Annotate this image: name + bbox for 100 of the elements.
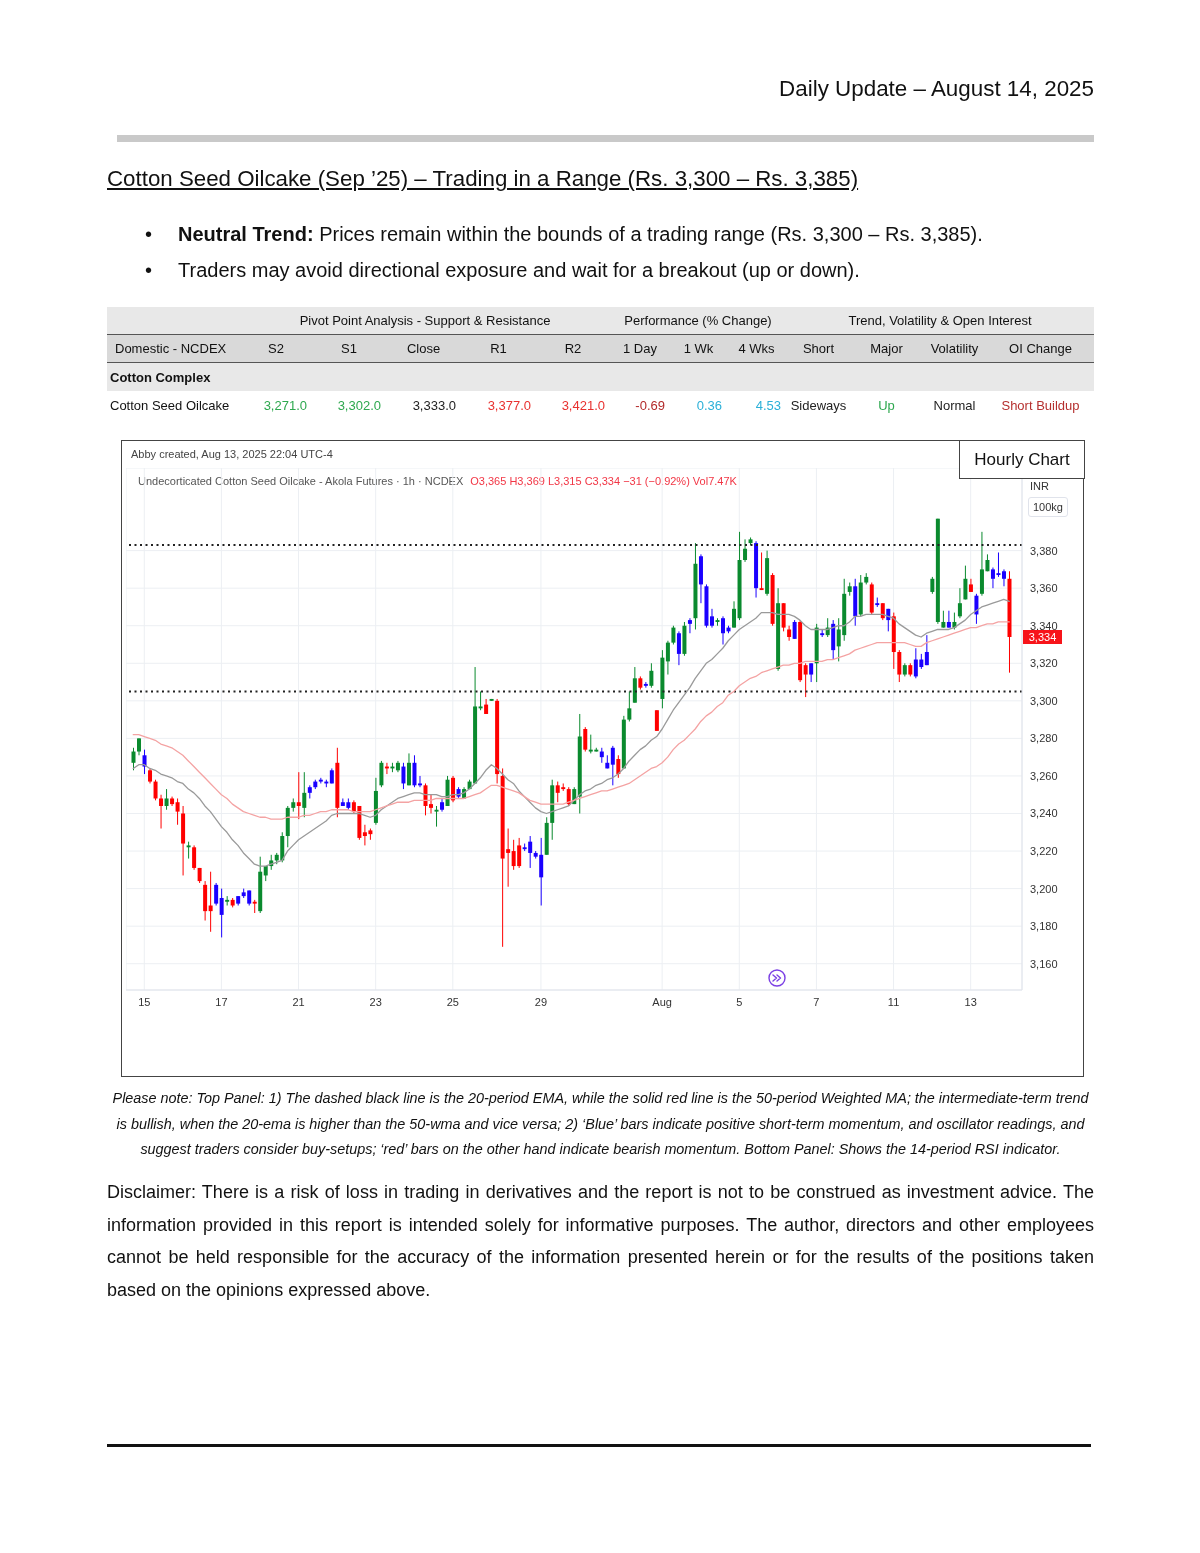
category-label: 1 Wk [683,341,714,356]
text: Abby created, Aug 13, 2025 22:04 UTC-4 [131,448,333,460]
candlestick [654,709,659,732]
candlestick [214,882,219,906]
category-label: Close [406,341,441,356]
text: Sideways [790,397,847,413]
y-tick-label: 3,380 [1030,544,1058,557]
candlestick [897,649,902,683]
candlestick [406,752,411,786]
candlestick [401,762,406,790]
candlestick [963,565,968,600]
x-tick-label: 21 [292,995,305,1008]
category-label: Volatility [930,341,979,356]
candlestick [131,747,136,771]
candlestick [610,745,615,786]
candlestick [709,608,714,629]
category-label: S1 [341,341,357,356]
text: Performance (% Change) [624,313,772,328]
candlestick [792,619,797,640]
text: Normal [933,397,976,413]
candlestick [379,760,384,788]
text: Disclaimer: There is a risk of loss in trading in derivatives and the report is not to be construed as investment advice. The information provided in this report is intended solely for informative purposes. The author, directors and other employees cannot be held responsible for the accuracy of the information presented herein or for the results of the positions taken based on the opinions expressed above. [107,1182,1094,1301]
candlestick [142,749,147,775]
y-tick-label: 3,240 [1030,807,1058,820]
x-tick-label: 7 [813,995,820,1008]
text: Daily Update – August 14, 2025 [779,76,1094,101]
text: Undecorticated Cotton Seed Oilcake - Akola Futures · 1h · NCDEX [138,475,464,487]
text: -0.69 [635,397,665,413]
candlestick [302,771,307,818]
candlestick [566,786,571,807]
candlestick [175,797,180,826]
candlestick [687,617,692,634]
text: Trend, Volatility & Open Interest [848,313,1032,328]
annotation: O3,365 H3,369 L3,315 C3,334 −31 (−0.92%) Vol7.47K [470,475,737,487]
y-tick-label: 3,340 [1030,619,1058,632]
x-tick-label: 5 [736,995,743,1008]
candlestick [732,600,737,629]
text: Up [878,397,895,413]
category-label: 4 Wks [738,341,775,356]
candlestick [423,782,428,816]
y-tick-label: 3,260 [1030,769,1058,782]
x-tick-label: Aug [652,995,672,1008]
candlestick [1001,568,1006,587]
candlestick [616,754,621,779]
candlestick [412,754,417,788]
candlestick [434,805,439,828]
candlestick [946,610,951,629]
text: • Traders may avoid directional exposure and wait for a breakout (up or down). [145,259,860,281]
category-label: Cotton Seed Oilcake [110,397,230,413]
text: 3,333.0 [412,397,456,413]
candlestick [665,640,670,676]
y-tick-label: 3,180 [1030,920,1058,933]
candlestick [759,552,764,591]
text: 3,421.0 [561,397,605,413]
candlestick [219,888,224,938]
candlestick [429,794,434,814]
category-label: Short [802,341,835,356]
x-tick-label: 13 [964,995,977,1008]
candlestick [296,771,301,820]
candlestick [676,630,681,666]
category-label: R2 [564,341,582,356]
candlestick [417,775,422,788]
candlestick [643,681,648,689]
candlestick [957,587,962,619]
y-axis-title: INR 100kg [1030,480,1063,513]
candlestick [192,844,197,871]
x-tick-label: 11 [887,995,900,1008]
text: • Neutral Trend: Prices remain within the bounds of a trading range (Rs. 3,300 – Rs. 3,385). [145,223,983,245]
text: 3,302.0 [337,397,381,413]
candlestick [153,779,158,801]
candlestick [478,690,483,711]
y-tick-label: 3,160 [1030,957,1058,970]
candlestick [627,690,632,722]
category-label: S2 [268,341,284,356]
x-tick-label: 29 [534,995,548,1008]
text: Pivot Point Analysis - Support & Resistance [299,313,551,328]
y-tick-label: 3,220 [1030,844,1058,857]
candlestick [787,625,792,642]
y-tick-label: 3,200 [1030,882,1058,895]
candlestick [671,625,676,645]
line-series [132,621,1010,820]
category-label: 1 Day [623,341,657,356]
category-label: OI Change [1009,341,1072,356]
candlestick [803,662,808,698]
candlestick [743,538,748,563]
x-tick-label: 17 [215,995,228,1008]
text: Cotton Seed Oilcake (Sep ’25) – Trading in a Range (Rs. 3,300 – Rs. 3,385) [107,166,859,191]
text: 0.36 [696,397,722,413]
annotation: 3,334 [1028,630,1057,643]
category-label: Major [870,341,903,356]
candlestick [721,615,725,645]
y-tick-label: 3,320 [1030,657,1058,670]
candlestick [159,794,164,830]
text: Short Buildup [1001,397,1080,413]
text: 4.53 [755,397,781,413]
y-tick-label: 3,300 [1030,694,1058,707]
candlestick [164,788,169,811]
chart-title: Hourly Chart [974,449,1070,470]
candlestick [809,662,814,683]
text: Cotton Complex [110,369,211,385]
